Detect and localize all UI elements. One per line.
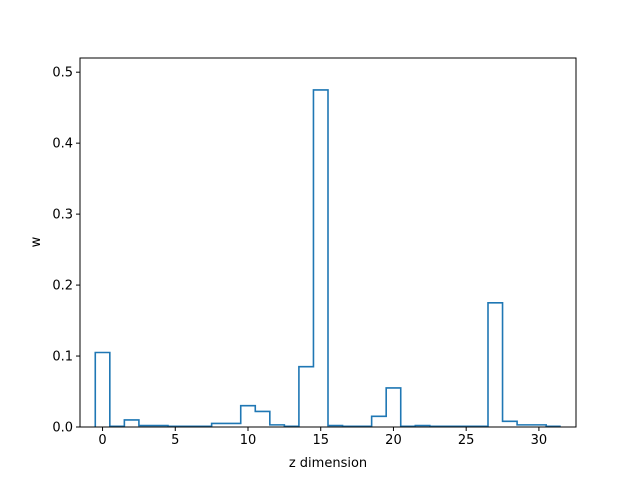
x-tick-label: 25 <box>458 433 475 448</box>
series-line <box>94 89 561 428</box>
x-tick-label: 0 <box>98 433 106 448</box>
y-tick-label: 0.0 <box>52 421 73 436</box>
x-tick-label: 15 <box>312 433 329 448</box>
x-tick-label: 20 <box>385 433 402 448</box>
x-tick-label: 30 <box>531 433 548 448</box>
y-tick-label: 0.3 <box>52 208 73 223</box>
series-layer <box>94 89 561 428</box>
y-axis-label: w <box>29 236 44 247</box>
x-axis-ticks: 0 5 10 15 20 25 30 <box>98 427 547 448</box>
x-tick-label: 5 <box>171 433 179 448</box>
x-axis-label: z dimension <box>289 456 367 471</box>
x-tick-label: 10 <box>240 433 257 448</box>
y-tick-label: 0.5 <box>52 66 73 81</box>
y-tick-label: 0.4 <box>52 137 73 152</box>
y-tick-label: 0.1 <box>52 350 73 365</box>
y-axis-ticks: 0.0 0.1 0.2 0.3 0.4 0.5 <box>52 66 80 436</box>
plot-frame <box>79 57 577 428</box>
y-tick-label: 0.2 <box>52 279 73 294</box>
